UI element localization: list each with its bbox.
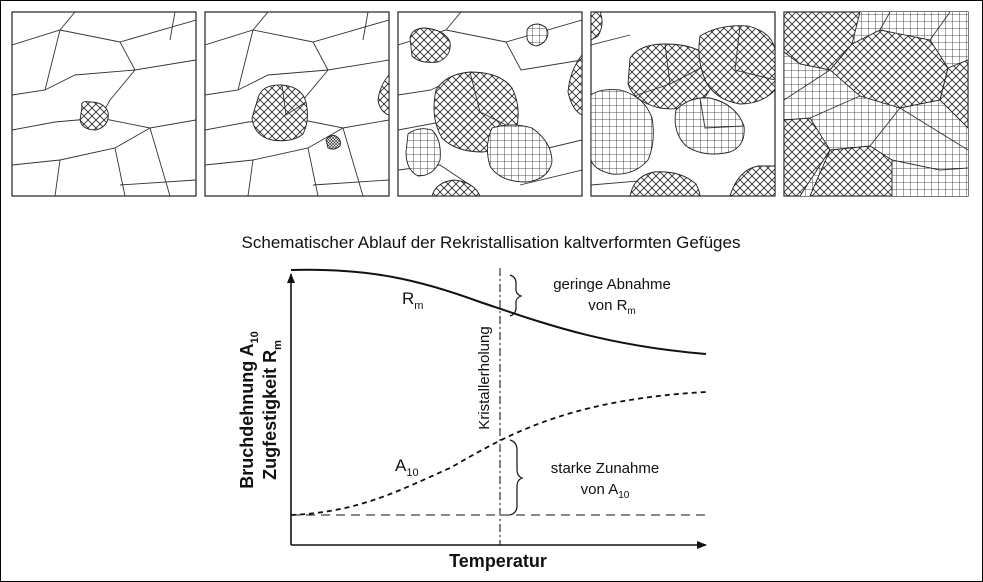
annotation-bottom-line2: von A10 bbox=[581, 481, 630, 501]
rm-curve-label: Rm bbox=[402, 289, 423, 312]
a10-curve bbox=[290, 391, 707, 516]
a10-curve-label: A10 bbox=[395, 456, 419, 479]
property-chart: Rm A10 geringe Abnahme von Rm starke Zun… bbox=[237, 268, 707, 571]
annotation-top-line2: von Rm bbox=[588, 297, 636, 317]
figure-caption: Schematischer Ablauf der Rekristallisati… bbox=[242, 233, 741, 252]
recovery-marker-label: Kristallerholung bbox=[476, 326, 493, 429]
microstructure-panel-1 bbox=[11, 11, 197, 197]
top-brace bbox=[509, 274, 523, 317]
microstructure-panel-5 bbox=[783, 11, 969, 197]
microstructure-panel-2 bbox=[204, 11, 390, 197]
y-axis-label-line2: Zugfestigkeit Rm bbox=[260, 340, 284, 480]
x-axis-label: Temperatur bbox=[449, 551, 547, 571]
annotation-top-line1: geringe Abnahme bbox=[553, 276, 671, 293]
microstructure-panel-3 bbox=[397, 11, 583, 197]
annotation-bottom-line1: starke Zunahme bbox=[551, 460, 659, 477]
bottom-brace bbox=[509, 439, 524, 516]
microstructure-panel-4 bbox=[590, 11, 776, 197]
y-axis-label-line1: Bruchdehnung A10 bbox=[237, 331, 261, 489]
rm-curve bbox=[290, 268, 707, 355]
